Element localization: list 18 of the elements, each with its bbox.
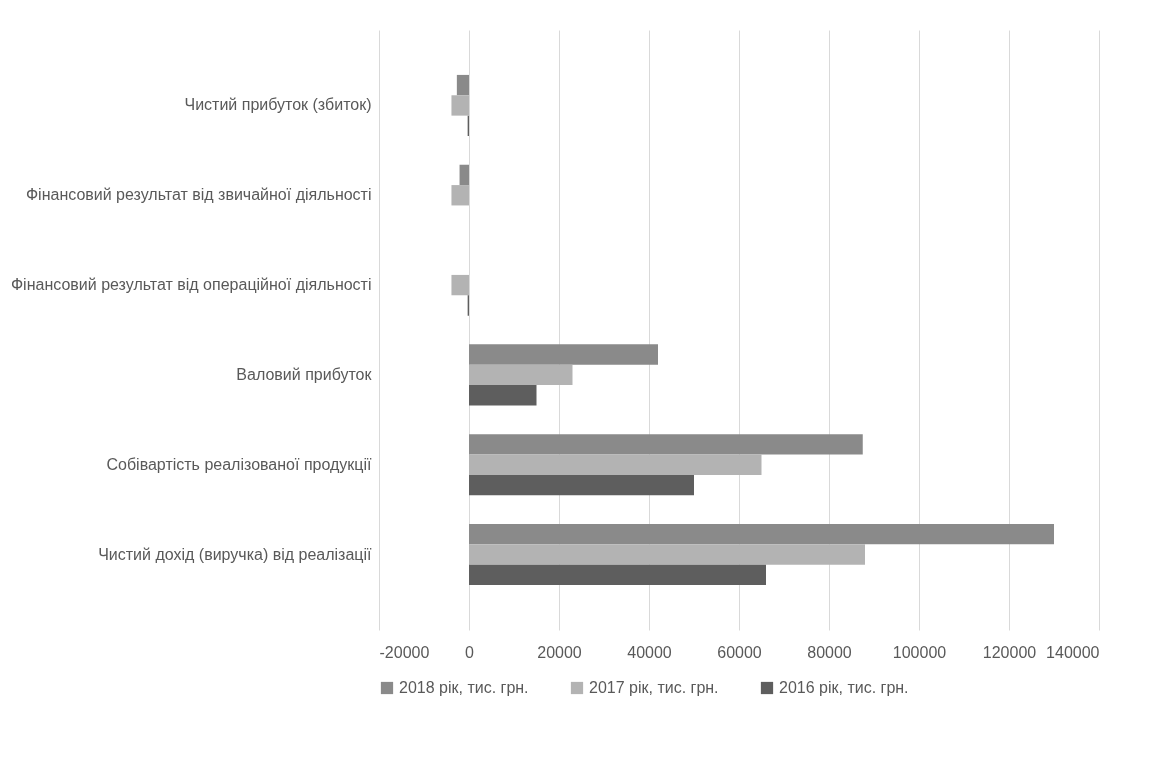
x-tick-label: 80000	[807, 643, 852, 661]
legend-label: 2018 рік, тис. грн.	[399, 679, 529, 696]
y-tick-label: Фінансовий результат від операційної діяльності	[10, 276, 372, 294]
x-tick-label: 60000	[717, 643, 762, 661]
x-tick-label: 0	[465, 643, 475, 661]
y-tick-label: Чистий дохід (виручка) від реалізації	[98, 545, 373, 563]
x-tick-label: -20000	[379, 643, 430, 661]
x-tick-label: 140000	[1046, 643, 1100, 661]
x-tick-label: 20000	[537, 643, 582, 661]
x-tick-label: 120000	[982, 643, 1037, 661]
x-tick-label: 40000	[627, 643, 672, 661]
y-tick-label: Валовий прибуток	[236, 365, 373, 383]
legend-label: 2016 рік, тис. грн.	[779, 679, 909, 696]
y-tick-label: Фінансовий результат від звичайної діяльності	[25, 186, 372, 204]
x-tick-label: 100000	[892, 643, 947, 661]
y-tick-label: Собівартість реалізованої продукції	[106, 455, 373, 473]
y-tick-label: Чистий прибуток (збиток)	[184, 96, 372, 114]
legend-label: 2017 рік, тис. грн.	[589, 679, 719, 696]
